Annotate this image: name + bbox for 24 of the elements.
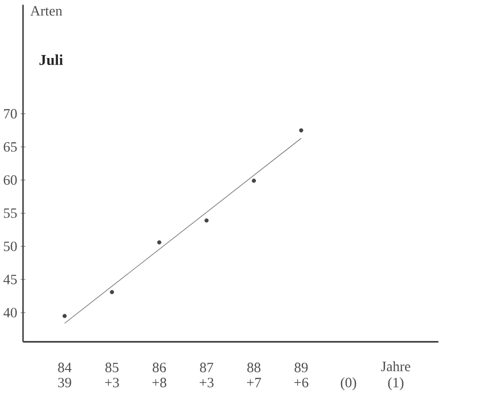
y-tick-label: 65 [4,142,17,152]
point [157,240,162,244]
point [62,314,67,318]
y-tick-label: 45 [3,274,17,284]
text: Juli [39,54,63,65]
point [110,290,114,294]
x-tick-label: 89 +6 [294,362,308,388]
x-tick-label: (0) [340,377,356,390]
x-tick-label: 84 39 [58,362,72,388]
point [252,178,256,183]
y-tick-label: 50 [4,241,17,251]
point [299,128,304,132]
y-tick-label: 55 [4,208,17,218]
x-tick-label: (1) [388,377,404,390]
y-tick-label: 40 [3,308,17,318]
y-tick-label: 60 [4,175,17,185]
x-tick-label: 87 +3 [200,362,214,388]
x-tick-label: 88 +7 [247,362,261,388]
y-axis-title: Arten [30,6,62,16]
point [204,218,209,222]
x-tick-label: 86 +8 [152,362,166,388]
y-tick-label: 70 [4,108,17,118]
x-tick-label: 85 +3 [105,362,119,388]
x-axis-title: Jahre [381,361,410,372]
